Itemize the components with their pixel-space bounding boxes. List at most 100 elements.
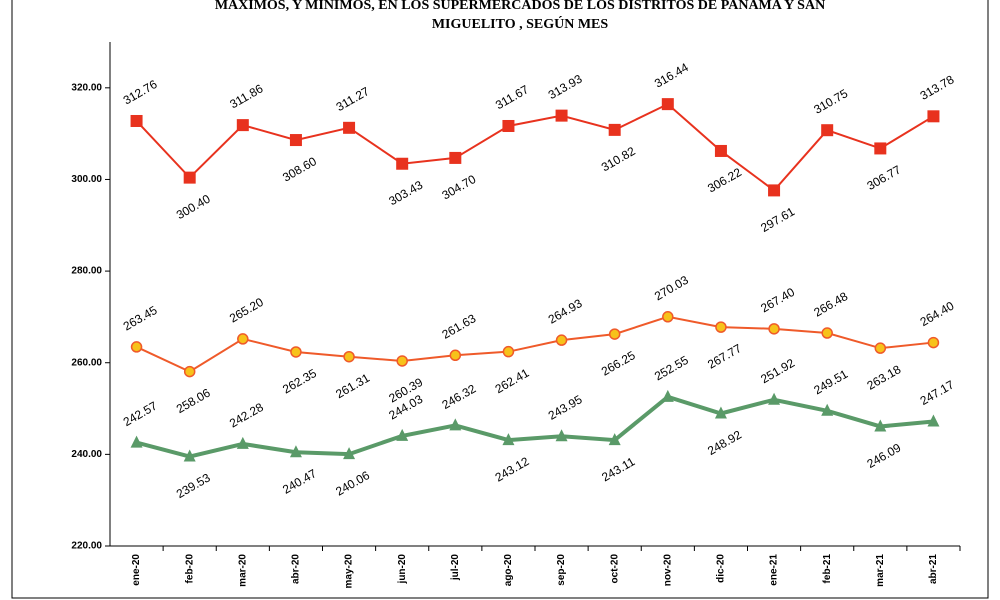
marker bbox=[927, 414, 940, 427]
x-tick-label: abr-21 bbox=[928, 554, 939, 584]
data-label: 265.20 bbox=[227, 295, 266, 326]
x-tick-label: jul-20 bbox=[450, 554, 461, 582]
marker bbox=[555, 109, 568, 122]
marker bbox=[608, 328, 621, 340]
data-label: 263.18 bbox=[865, 362, 904, 393]
data-label: 297.61 bbox=[758, 204, 797, 235]
marker bbox=[661, 98, 674, 111]
marker bbox=[927, 336, 940, 349]
data-label: 304.70 bbox=[440, 172, 479, 203]
marker bbox=[449, 418, 462, 431]
data-label: 258.06 bbox=[174, 385, 213, 416]
data-label: 300.40 bbox=[174, 192, 213, 223]
marker bbox=[555, 429, 568, 442]
frame bbox=[11, 0, 989, 599]
y-tick-label: 220.00 bbox=[71, 541, 102, 552]
chart-title: MIGUELITO , SEGÚN MES bbox=[432, 15, 609, 32]
marker bbox=[927, 110, 940, 123]
marker bbox=[821, 403, 834, 416]
marker bbox=[236, 436, 249, 449]
marker bbox=[396, 157, 409, 170]
data-label: 240.06 bbox=[333, 468, 372, 499]
y-tick-label: 320.00 bbox=[71, 82, 102, 93]
data-label: 266.25 bbox=[599, 348, 638, 379]
marker bbox=[449, 349, 462, 362]
x-tick-label: may-20 bbox=[344, 554, 355, 589]
x-tick-label: nov-20 bbox=[662, 554, 673, 587]
marker bbox=[874, 142, 887, 155]
marker bbox=[502, 345, 515, 358]
x-tick-label: mar-21 bbox=[875, 554, 886, 587]
marker bbox=[396, 428, 409, 441]
marker bbox=[289, 445, 302, 458]
marker bbox=[237, 333, 249, 345]
data-label: 243.12 bbox=[493, 454, 532, 485]
marker bbox=[502, 119, 515, 132]
marker bbox=[715, 321, 727, 333]
data-label: 261.31 bbox=[333, 371, 372, 402]
marker bbox=[130, 341, 143, 353]
y-tick-label: 240.00 bbox=[71, 449, 102, 460]
marker bbox=[502, 433, 515, 446]
marker bbox=[183, 449, 196, 462]
marker bbox=[874, 342, 887, 354]
series-line bbox=[136, 315, 934, 373]
y-tick-label: 260.00 bbox=[71, 357, 102, 368]
data-label: 267.77 bbox=[705, 341, 744, 372]
marker bbox=[874, 419, 887, 432]
marker bbox=[183, 171, 196, 184]
y-tick-label: 300.00 bbox=[71, 174, 102, 185]
x-tick-label: dic-20 bbox=[716, 554, 727, 583]
data-label: 303.43 bbox=[386, 178, 425, 209]
marker bbox=[343, 350, 355, 363]
data-label: 249.51 bbox=[811, 367, 850, 398]
x-tick-label: ene-21 bbox=[769, 554, 780, 586]
data-label: 243.95 bbox=[546, 392, 585, 423]
data-label: 311.67 bbox=[493, 82, 531, 112]
data-label: 312.76 bbox=[121, 77, 160, 108]
marker bbox=[661, 389, 674, 402]
data-label: 247.17 bbox=[918, 377, 957, 408]
x-tick-label: feb-21 bbox=[822, 554, 833, 584]
marker bbox=[396, 355, 408, 367]
marker bbox=[183, 365, 196, 378]
marker bbox=[608, 433, 621, 446]
y-tick-label: 280.00 bbox=[71, 266, 102, 277]
x-tick-label: oct-20 bbox=[609, 554, 620, 584]
data-label: 306.77 bbox=[865, 162, 904, 193]
data-label: 306.22 bbox=[705, 165, 744, 196]
marker bbox=[449, 151, 462, 164]
marker bbox=[821, 124, 834, 137]
data-label: 246.09 bbox=[865, 440, 904, 471]
data-label: 242.57 bbox=[121, 398, 160, 429]
x-tick-label: abr-20 bbox=[291, 554, 302, 584]
marker bbox=[714, 406, 727, 419]
marker bbox=[343, 447, 356, 460]
series-line bbox=[136, 394, 934, 459]
marker bbox=[130, 114, 143, 127]
marker bbox=[555, 334, 568, 346]
data-label: 313.78 bbox=[918, 72, 957, 103]
data-label: 264.93 bbox=[546, 296, 585, 327]
marker bbox=[343, 121, 356, 134]
data-label: 308.60 bbox=[280, 154, 319, 185]
marker bbox=[821, 327, 833, 339]
data-label: 311.27 bbox=[334, 84, 372, 114]
data-label: 267.40 bbox=[758, 285, 797, 316]
data-label: 310.75 bbox=[811, 86, 850, 117]
marker bbox=[768, 323, 780, 335]
x-tick-label: sep-20 bbox=[556, 554, 567, 586]
data-label: 251.92 bbox=[758, 356, 797, 387]
marker bbox=[236, 119, 249, 132]
data-label: 316.44 bbox=[652, 60, 691, 91]
marker bbox=[290, 346, 302, 358]
x-tick-label: ago-20 bbox=[503, 554, 514, 587]
data-label: 261.63 bbox=[440, 311, 479, 342]
data-label: 242.28 bbox=[227, 400, 266, 431]
marker bbox=[768, 184, 781, 197]
data-label: 239.53 bbox=[174, 470, 213, 501]
x-tick-label: ene-20 bbox=[131, 554, 142, 586]
data-label: 270.03 bbox=[652, 273, 691, 304]
marker bbox=[662, 311, 674, 323]
data-label: 240.47 bbox=[280, 466, 319, 497]
